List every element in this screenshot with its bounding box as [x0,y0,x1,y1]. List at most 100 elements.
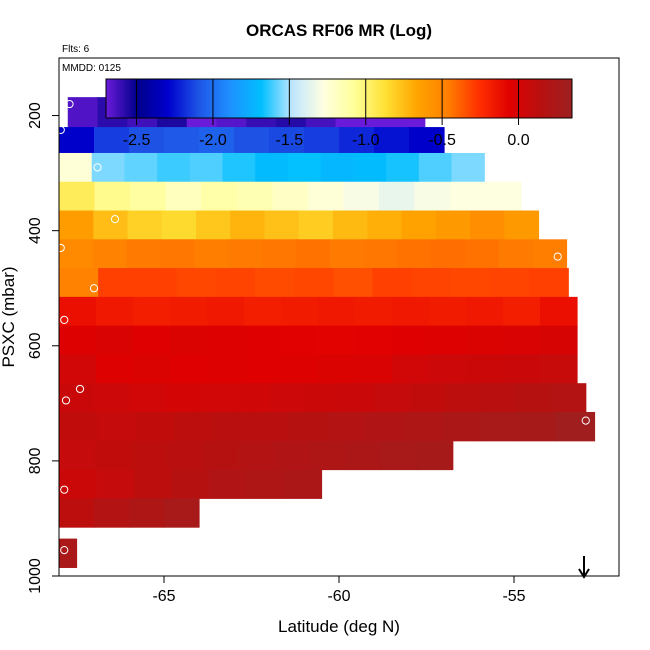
heatmap-cell [269,383,306,413]
heatmap-cell [281,354,319,384]
heatmap-cell [96,325,134,356]
heatmap-cell [529,268,569,298]
heatmap-cell [59,239,94,269]
heatmap-cell [97,411,137,442]
sample-marker [56,125,65,135]
heatmap-cell [378,181,415,212]
heatmap-cell [59,210,94,240]
heatmap-cell [202,440,239,471]
heatmap-cell [212,411,251,442]
heatmap-cell [176,268,217,298]
x-tick-label: -55 [502,588,525,605]
heatmap-cell [374,127,410,154]
heatmap-cell [281,325,319,356]
heatmap-cell [164,127,200,154]
heatmap-cell [96,296,134,327]
heatmap-cell [244,296,282,327]
heatmap-cell [284,469,323,499]
heatmap-cell [59,268,99,298]
heatmap-cell [281,296,319,327]
flights-label: Flts: 6 [62,44,90,55]
heatmap-cell [343,181,380,212]
colorbar-tick-label: -2.5 [123,132,151,149]
heatmap-cell [135,411,175,442]
heatmap-cell [269,127,305,154]
sample-marker [93,163,102,172]
heatmap-cell [503,325,541,356]
heatmap-cell [329,239,365,269]
y-tick-label: 400 [27,217,44,244]
heatmap-cell [124,152,158,183]
heatmap-cell [129,127,165,154]
heatmap-cell [333,268,373,298]
heatmap-cell [466,325,504,356]
heatmap-cell [244,325,282,356]
heatmap-cell [164,498,200,528]
chart-title: ORCAS RF06 MR (Log) [246,21,432,40]
heatmap-cell [170,354,208,384]
heatmap-cell [326,411,366,442]
heatmap-cell [59,498,95,528]
date-label: MMDD: 0125 [62,63,121,74]
heatmap-cell [94,127,130,154]
heatmap-cell [133,325,171,356]
y-tick-label: 600 [27,332,44,359]
heatmap-cell [59,296,97,327]
heatmap-cell [126,239,162,269]
heatmap-cell [170,325,208,356]
y-tick-label: 800 [27,447,44,474]
heatmap-cell [339,127,375,154]
heatmap-cell [498,239,534,269]
direction-arrow-icon [578,556,590,579]
colorbar-tick-label: 0.0 [507,132,529,149]
heatmap-cell [409,127,445,154]
heatmap-cell [318,325,356,356]
heatmap-cell [246,469,285,499]
heatmap-cell [157,152,191,183]
heatmap-cell [96,354,134,384]
heatmap-cell [173,411,213,442]
heatmap-cell [264,210,300,240]
heatmap-cell [540,354,578,384]
heatmap-cell [209,469,248,499]
heatmap-cell [429,325,467,356]
colorbar-tick-label: -1.0 [352,132,380,149]
heatmap-cell [339,383,376,413]
heatmap-cell [401,210,437,240]
heatmap-cell [304,383,341,413]
heatmap-cell [273,440,311,471]
heatmap-cell [196,210,231,240]
heatmap-cell [207,354,245,384]
heatmap-cell [165,181,202,212]
heatmap-cell [480,383,517,413]
heatmap-cell [518,411,557,442]
heatmap-cell [466,354,504,384]
colorbar [105,78,573,119]
heatmap-cell [450,268,491,298]
heatmap-cell [98,268,138,298]
heatmap-cell [272,181,309,212]
heatmap-cell [228,239,263,269]
heatmap-cell [254,268,295,298]
heatmap-cell [59,325,97,356]
heatmap-cells [59,97,596,568]
heatmap-cell [59,411,98,442]
heatmap-cell [294,268,334,298]
sample-marker [110,215,120,224]
y-axis: 200 400 600 800 1000 [27,102,59,594]
heatmap-cell [170,296,208,327]
heatmap-cell [392,354,430,384]
heatmap-cell [414,181,451,212]
heatmap-cell [441,411,481,442]
heatmap-cell [363,239,398,269]
sample-marker [63,528,72,537]
heatmap-cell [94,181,131,212]
heatmap-cell [392,325,430,356]
heatmap-cell [532,239,568,269]
heatmap-cell [250,411,290,442]
heatmap-cell [59,152,93,183]
heatmap-cell [504,210,540,240]
heatmap-cell [503,296,541,327]
sample-marker [60,546,69,555]
